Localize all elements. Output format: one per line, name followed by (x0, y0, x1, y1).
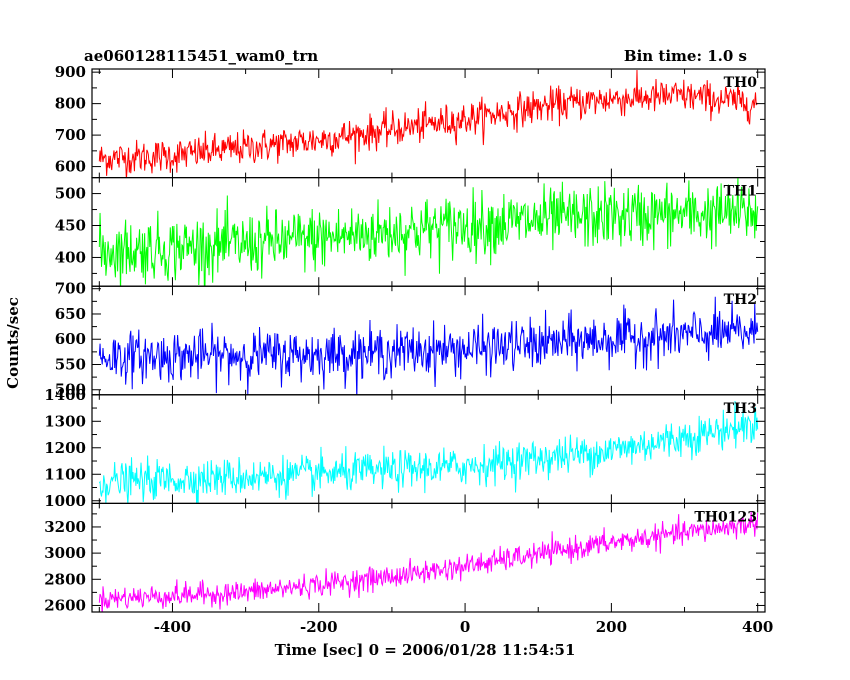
panel-label-th2: TH2 (724, 292, 757, 308)
x-axis: -400 -200 0 200 400 (154, 618, 774, 636)
y-tick-label: 700 (55, 126, 86, 144)
series-line-th3 (98, 401, 759, 504)
series-line-th1 (98, 177, 759, 287)
panel-frame (91, 502, 766, 613)
y-axis-label: Counts/sec (4, 297, 22, 389)
panel-label-th0: TH0 (724, 75, 758, 91)
panel-th3: 1000 1100 1200 1300 1400 TH3 (44, 386, 766, 510)
y-tick-label: 2600 (44, 596, 86, 614)
series-line-th2 (98, 296, 759, 395)
y-tick-label: 3000 (44, 544, 86, 562)
y-tick-label: 400 (55, 248, 86, 266)
y-tick-label: 3200 (44, 518, 86, 536)
panel-th1: 400 450 500 TH1 (55, 177, 766, 287)
y-tick-label: 600 (55, 330, 86, 348)
y-tick-label: 800 (55, 95, 86, 113)
y-tick-label: 700 (55, 280, 86, 298)
panel-label-th1: TH1 (724, 184, 757, 200)
y-tick-label: 600 (55, 158, 86, 176)
y-tick-label: 1000 (44, 492, 86, 510)
x-tick-label: 400 (742, 618, 773, 636)
y-tick-label: 1100 (44, 465, 86, 483)
y-tick-label: 1400 (44, 386, 86, 404)
y-tick-label: 1300 (44, 412, 86, 430)
bin-time-label: Bin time: 1.0 s (624, 47, 747, 65)
panel-th0123: 2600 2800 3000 3200 TH0123 (44, 502, 766, 614)
figure-title: ae060128115451_wam0_trn (84, 47, 318, 65)
panels-group: 600 700 800 900 TH0 400 450 500 TH1 500 550 600 650 7… (44, 63, 766, 614)
series-line-th0 (98, 69, 759, 178)
x-tick-label: 200 (596, 618, 627, 636)
series-line-th0123 (98, 511, 759, 612)
x-tick-label: 0 (460, 618, 470, 636)
y-tick-label: 2800 (44, 570, 86, 588)
y-tick-label: 900 (55, 63, 86, 81)
x-tick-label: -200 (300, 618, 338, 636)
panel-th2: 500 550 600 650 700 TH2 (55, 280, 766, 399)
y-tick-label: 650 (55, 305, 86, 323)
y-tick-label: 1200 (44, 439, 86, 457)
x-tick-label: -400 (154, 618, 192, 636)
y-tick-label: 500 (55, 185, 86, 203)
x-axis-label: Time [sec] 0 = 2006/01/28 11:54:51 (275, 641, 576, 659)
y-tick-label: 550 (55, 355, 86, 373)
y-tick-label: 500 (55, 381, 86, 399)
y-tick-label: 450 (55, 217, 86, 235)
panel-th0: 600 700 800 900 TH0 (55, 63, 766, 179)
panel-label-th3: TH3 (724, 401, 757, 417)
panel-label-th0123: TH0123 (694, 509, 757, 525)
